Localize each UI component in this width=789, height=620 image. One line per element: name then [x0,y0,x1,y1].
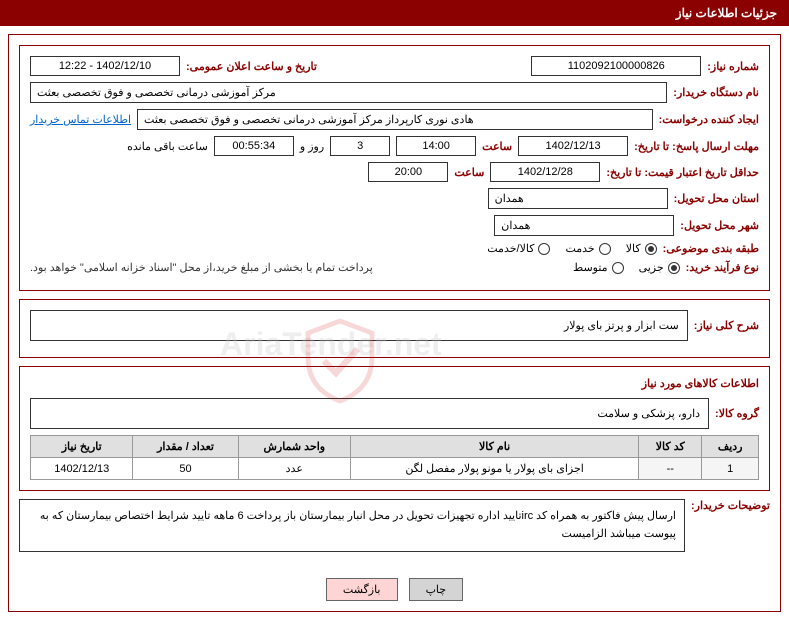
goods-info-title: اطلاعات کالاهای مورد نیاز [30,377,759,390]
validity-time-field: 20:00 [368,162,448,182]
days-remaining-field: 3 [330,136,390,156]
time-label-2: ساعت [454,166,484,179]
response-time-field: 14:00 [396,136,476,156]
goods-group-label: گروه کالا: [715,407,759,420]
process-label: نوع فرآیند خرید: [686,261,759,274]
category-goods-service-radio[interactable]: کالا/خدمت [487,242,550,255]
goods-table: ردیف کد کالا نام کالا واحد شمارش تعداد /… [30,435,759,480]
col-code: کد کالا [639,436,702,458]
need-number-field: 1102092100000826 [531,56,701,76]
validity-date-field: 1402/12/28 [490,162,600,182]
time-label-1: ساعت [482,140,512,153]
category-service-radio[interactable]: خدمت [565,242,610,255]
process-radio-group: جزیی متوسط [573,261,680,274]
category-goods-radio[interactable]: کالا [626,242,657,255]
delivery-province-label: استان محل تحویل: [674,192,759,205]
buyer-org-label: نام دستگاه خریدار: [673,86,759,99]
need-desc-field: ست ابزار و پرتز بای پولار [30,310,688,341]
need-number-label: شماره نیاز: [707,60,759,73]
need-desc-label: شرح کلی نیاز: [694,319,759,332]
creator-field: هادی نوری کارپرداز مرکز آموزشی درمانی تخ… [137,109,653,130]
header-title: جزئیات اطلاعات نیاز [676,6,777,20]
delivery-province-field: همدان [488,188,668,209]
category-radio-group: کالا خدمت کالا/خدمت [487,242,656,255]
col-unit: واحد شمارش [238,436,350,458]
cell-num: 1 [702,458,759,480]
buyer-org-field: مرکز آموزشی درمانی تخصصی و فوق تخصصی بعث… [30,82,667,103]
col-name: نام کالا [350,436,638,458]
main-container: AriaTender.net شماره نیاز: 1102092100000… [8,34,781,612]
delivery-city-label: شهر محل تحویل: [680,219,759,232]
process-partial-radio[interactable]: جزیی [639,261,680,274]
contact-link[interactable]: اطلاعات تماس خریدار [30,113,131,126]
cell-unit: عدد [238,458,350,480]
category-label: طبقه بندی موضوعی: [663,242,759,255]
creator-label: ایجاد کننده درخواست: [659,113,759,126]
col-row: ردیف [702,436,759,458]
response-deadline-label: مهلت ارسال پاسخ: تا تاریخ: [634,140,759,153]
validity-deadline-label: حداقل تاریخ اعتبار قیمت: تا تاریخ: [606,166,759,179]
response-date-field: 1402/12/13 [518,136,628,156]
cell-qty: 50 [133,458,238,480]
table-row: 1 -- اجزای بای پولار یا مونو پولار مفصل … [31,458,759,480]
button-row: چاپ بازگشت [9,568,780,611]
cell-name: اجزای بای پولار یا مونو پولار مفصل لگن [350,458,638,480]
page-header: جزئیات اطلاعات نیاز [0,0,789,26]
process-medium-radio[interactable]: متوسط [573,261,624,274]
goods-info-section: اطلاعات کالاهای مورد نیاز گروه کالا: دار… [19,366,770,491]
announce-date-label: تاریخ و ساعت اعلان عمومی: [186,60,317,73]
cell-code: -- [639,458,702,480]
buyer-notes-label: توضیحات خریدار: [691,499,770,512]
need-desc-section: شرح کلی نیاز: ست ابزار و پرتز بای پولار [19,299,770,358]
col-date: تاریخ نیاز [31,436,133,458]
buyer-notes-field: ارسال پیش فاکتور به همراه کد ircتایید اد… [19,499,685,552]
time-remaining-label: ساعت باقی مانده [127,140,208,153]
announce-date-field: 1402/12/10 - 12:22 [30,56,180,76]
days-and-label: روز و [300,140,324,153]
details-section: AriaTender.net شماره نیاز: 1102092100000… [19,45,770,291]
cell-date: 1402/12/13 [31,458,133,480]
col-qty: تعداد / مقدار [133,436,238,458]
delivery-city-field: همدان [494,215,674,236]
time-remaining-field: 00:55:34 [214,136,294,156]
payment-note: پرداخت تمام یا بخشی از مبلغ خرید،از محل … [30,261,373,274]
goods-group-field: دارو، پزشکی و سلامت [30,398,709,429]
